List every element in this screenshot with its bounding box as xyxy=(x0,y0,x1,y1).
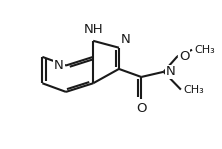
Text: N: N xyxy=(54,59,64,72)
Text: N: N xyxy=(166,65,175,78)
Text: O: O xyxy=(136,102,147,115)
Text: CH₃: CH₃ xyxy=(194,45,215,55)
Text: NH: NH xyxy=(83,23,103,36)
Text: N: N xyxy=(121,33,130,46)
Text: CH₃: CH₃ xyxy=(183,85,204,95)
Text: O: O xyxy=(179,50,190,63)
